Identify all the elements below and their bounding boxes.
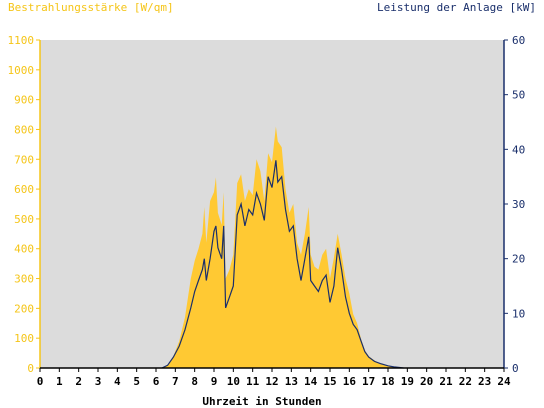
y-right-tick-label: 50: [512, 89, 525, 102]
y-right-tick-label: 40: [512, 143, 525, 156]
x-tick-label: 18: [381, 375, 394, 388]
x-tick-label: 0: [37, 375, 44, 388]
x-tick-label: 11: [246, 375, 260, 388]
y-right-tick-label: 30: [512, 198, 525, 211]
y-left-tick-label: 600: [14, 183, 34, 196]
x-tick-label: 1: [56, 375, 63, 388]
x-tick-label: 6: [153, 375, 160, 388]
ticks-layer: 0100200300400500600700800900100011000102…: [8, 34, 526, 388]
y-left-tick-label: 1100: [8, 34, 35, 47]
x-tick-label: 24: [497, 375, 511, 388]
x-tick-label: 23: [478, 375, 491, 388]
x-tick-label: 14: [304, 375, 318, 388]
series-layer: [161, 126, 404, 369]
x-tick-label: 21: [439, 375, 453, 388]
x-tick-label: 20: [420, 375, 433, 388]
x-tick-label: 8: [191, 375, 198, 388]
x-tick-label: 2: [75, 375, 82, 388]
x-tick-label: 5: [133, 375, 140, 388]
y-left-tick-label: 900: [14, 94, 34, 107]
y-left-tick-label: 1000: [8, 64, 35, 77]
y-left-tick-label: 0: [27, 362, 34, 375]
y-right-tick-label: 60: [512, 34, 525, 47]
y-right-tick-label: 10: [512, 307, 525, 320]
x-tick-label: 13: [285, 375, 298, 388]
y-right-tick-label: 20: [512, 253, 525, 266]
right-axis-title: Leistung der Anlage [kW]: [377, 1, 536, 14]
x-tick-label: 15: [323, 375, 336, 388]
x-tick-label: 4: [114, 375, 121, 388]
y-left-tick-label: 100: [14, 332, 34, 345]
x-tick-label: 16: [343, 375, 357, 388]
irradiance-area: [161, 126, 404, 368]
y-left-tick-label: 200: [14, 302, 34, 315]
x-tick-label: 3: [95, 375, 102, 388]
y-left-tick-label: 500: [14, 213, 34, 226]
y-left-tick-label: 800: [14, 123, 34, 136]
x-axis-label: Uhrzeit in Stunden: [202, 395, 321, 408]
x-tick-label: 7: [172, 375, 179, 388]
x-tick-label: 9: [211, 375, 218, 388]
x-tick-label: 19: [401, 375, 414, 388]
power-line: [161, 160, 404, 369]
left-axis-title: Bestrahlungsstärke [W/qm]: [8, 1, 174, 14]
x-tick-label: 17: [362, 375, 375, 388]
y-left-tick-label: 400: [14, 243, 34, 256]
x-tick-label: 10: [227, 375, 240, 388]
x-tick-label: 22: [459, 375, 472, 388]
y-left-tick-label: 700: [14, 153, 34, 166]
y-left-tick-label: 300: [14, 273, 34, 286]
x-tick-label: 12: [265, 375, 278, 388]
y-right-tick-label: 0: [512, 362, 519, 375]
